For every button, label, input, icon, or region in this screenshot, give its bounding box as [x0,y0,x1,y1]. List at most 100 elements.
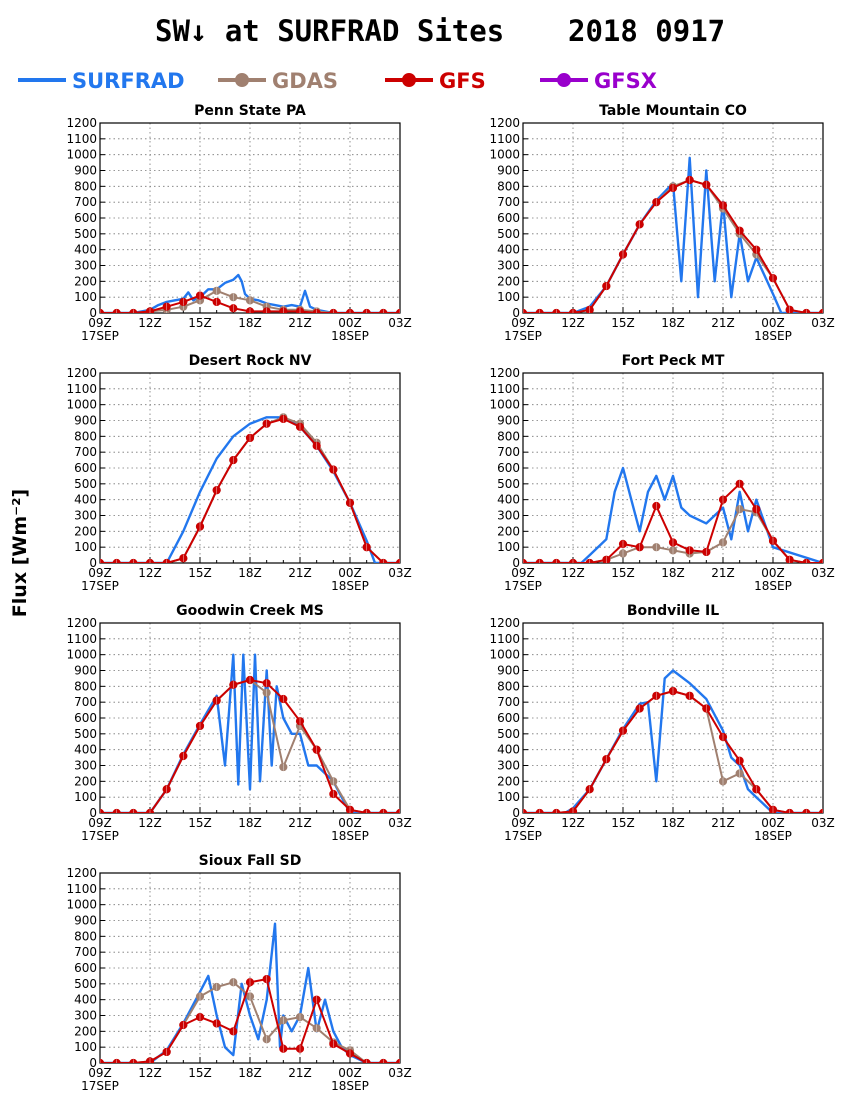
x-tick-label: 18Z [238,816,262,830]
y-tick-label: 300 [497,259,520,273]
data-point-gfs [295,717,305,726]
data-point-gfs [602,555,611,563]
x-tick-sublabel: 17SEP [504,579,542,593]
series-line-surfrad [100,922,400,1063]
data-point-gfs [523,808,528,813]
x-tick-label: 15Z [611,816,635,830]
x-tick-label: 21Z [288,566,312,580]
data-point-gfs [362,808,371,813]
x-tick-label: 15Z [611,316,635,330]
data-point-gfs [179,1020,188,1030]
x-tick-label: 00Z [338,566,362,580]
data-point-gfs [162,558,171,563]
data-point-gfs [768,805,778,813]
data-point-gfs [195,1012,205,1022]
data-point-gfs [735,226,744,235]
data-point-gfs [752,505,761,514]
y-tick-label: 500 [74,977,97,991]
x-tick-label: 03Z [811,566,835,580]
x-tick-label: 00Z [761,816,785,830]
data-point-gdas [718,777,728,786]
data-point-gfs [145,1057,155,1063]
x-tick-sublabel: 18SEP [331,329,369,343]
data-point-gfs [768,536,778,545]
legend-item-gdas: GDAS [218,69,338,93]
data-point-gdas [312,1024,321,1033]
data-point-gfs [635,704,644,713]
x-tick-label: 12Z [138,316,162,330]
data-point-gfs [618,250,628,259]
data-point-gfs [552,308,561,313]
y-tick-label: 200 [497,274,520,288]
y-tick-label: 200 [74,524,97,538]
y-tick-label: 800 [497,179,520,193]
y-tick-label: 100 [74,790,97,804]
panel-bondville-il-title: Bondville IL [627,603,719,619]
data-point-gfs [395,1058,400,1063]
data-point-gfs [112,808,121,813]
x-tick-sublabel: 18SEP [754,829,792,843]
data-point-gfs [262,974,271,984]
data-point-gfs [702,704,711,713]
data-point-gfs [568,807,578,813]
data-point-gfs [718,732,728,742]
data-point-gfs [179,751,188,761]
data-point-gfs [668,538,678,547]
x-tick-label: 18Z [661,566,685,580]
y-tick-label: 400 [74,493,97,507]
legend-item-gfsx: GFSX [540,69,657,93]
y-tick-label: 100 [497,790,520,804]
y-tick-label: 1000 [66,898,97,912]
legend-label-gdas: GDAS [272,69,338,93]
data-point-gfs [752,245,761,254]
y-tick-label: 400 [497,493,520,507]
panel-penn-state-pa-series [100,273,400,313]
data-point-gdas [262,688,271,697]
y-tick-label: 100 [74,290,97,304]
series-line-gfs [100,978,400,1063]
data-point-gfs [379,1058,388,1063]
data-point-gfs [329,465,338,474]
panel-sioux-fall-sd-title: Sioux Fall SD [199,853,302,869]
x-tick-label: 03Z [811,816,835,830]
y-tick-label: 300 [497,759,520,773]
y-tick-label: 1200 [66,866,97,880]
y-tick-label: 700 [74,195,97,209]
data-point-gfs [395,558,400,563]
y-tick-label: 600 [497,461,520,475]
y-tick-label: 800 [74,679,97,693]
data-point-gfs [195,291,205,300]
y-tick-label: 100 [497,290,520,304]
x-tick-label: 09Z [88,1066,112,1080]
data-point-gdas [668,546,678,555]
data-point-gfs [618,539,628,549]
y-tick-label: 0 [89,306,97,320]
data-point-gfs [229,1027,238,1036]
data-point-gfs [179,297,188,307]
data-point-gdas [212,286,221,295]
y-tick-label: 1000 [489,648,520,662]
x-tick-sublabel: 17SEP [504,829,542,843]
panel-desert-rock-nv-title: Desert Rock NV [189,353,312,369]
data-point-gfs [568,308,578,313]
data-point-gfs [112,1058,121,1063]
x-tick-sublabel: 17SEP [504,329,542,343]
y-tick-label: 600 [74,461,97,475]
data-point-gfs [702,180,711,189]
data-point-gfs [179,554,188,563]
y-tick-label: 800 [497,429,520,443]
data-point-gdas [279,1016,288,1025]
data-point-gfs [702,547,711,557]
x-tick-label: 18Z [661,816,685,830]
data-point-gfs [229,455,238,465]
x-tick-label: 00Z [338,1066,362,1080]
data-point-gfs [802,808,811,813]
data-point-gfs [635,543,644,552]
panel-bondville-il-series [523,669,823,813]
data-point-gfs [735,479,744,488]
data-point-gfs [245,675,255,685]
